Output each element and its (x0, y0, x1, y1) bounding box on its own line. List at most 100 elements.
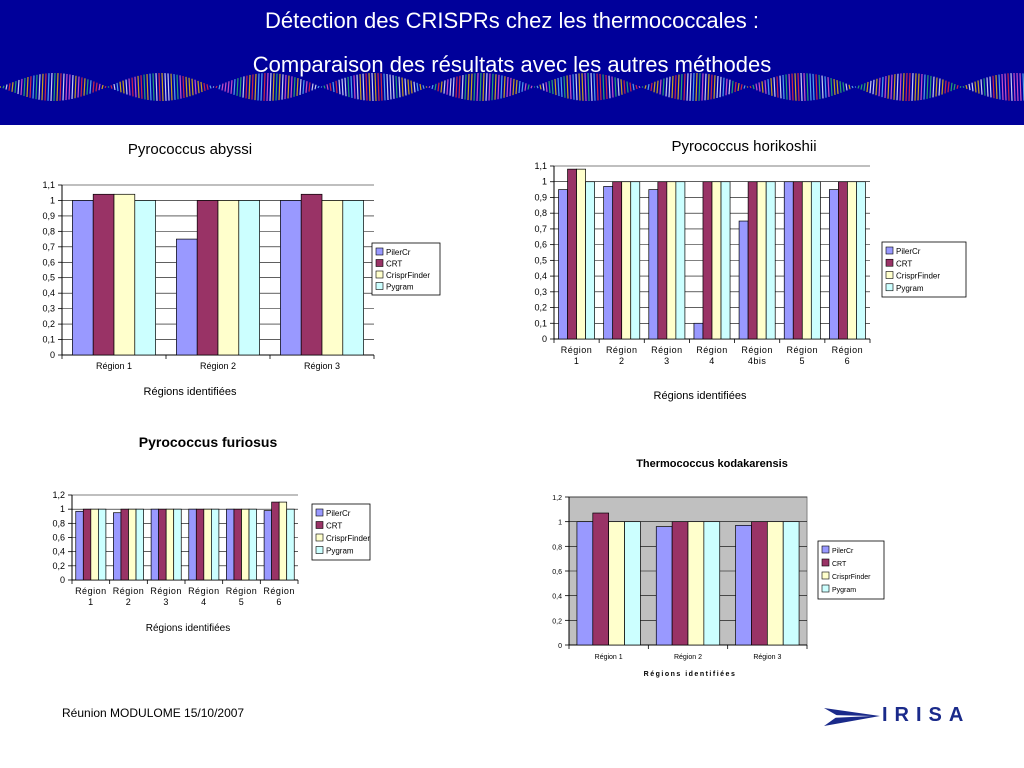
x-tick-label: Région 2 (113, 586, 145, 607)
x-tick-label: Région 3 (304, 361, 340, 371)
bar-crisprfinder (801, 181, 812, 340)
y-tick-label: 0,9 (42, 211, 55, 221)
bar-crt (271, 501, 280, 581)
bar-crisprfinder (608, 521, 625, 646)
bar-crisprfinder (576, 168, 586, 340)
y-tick-label: 0,6 (52, 533, 65, 543)
legend-swatch (885, 271, 894, 279)
legend-label: CRT (386, 260, 402, 269)
y-tick-label: 1,2 (552, 495, 562, 502)
bar-crt (567, 168, 577, 340)
x-tick-label: Région 1 (561, 345, 593, 366)
x-tick-label: Région 6 (832, 345, 864, 366)
bar-crisprfinder (687, 521, 705, 646)
legend-swatch (375, 247, 384, 256)
slide-subtitle: Comparaison des résultats avec les autre… (252, 52, 772, 77)
y-tick-label: 1,2 (52, 490, 65, 500)
y-tick-label: 0,1 (42, 335, 55, 345)
bar-pygram (585, 181, 595, 340)
y-tick-label: 1,1 (42, 180, 55, 190)
y-tick-label: 0,4 (534, 271, 547, 281)
y-tick-label: 0,2 (42, 319, 55, 329)
y-tick-label: 1 (558, 520, 562, 527)
y-tick-label: 0,6 (534, 240, 547, 250)
bar-crisprfinder (217, 200, 240, 356)
y-tick-label: 0,5 (42, 273, 55, 283)
y-tick-label: 0,4 (552, 594, 562, 601)
y-tick-label: 0,3 (534, 287, 547, 297)
x-tick-label: Région 4bis (741, 345, 773, 366)
bar-pilercr (603, 186, 614, 340)
legend-box (881, 241, 967, 298)
y-tick-label: 0,4 (52, 547, 65, 557)
bar-pilercr (693, 322, 704, 340)
bar-crisprfinder (241, 508, 250, 581)
y-tick-label: 0,8 (52, 518, 65, 528)
legend-label: CrisprFinder (386, 271, 430, 280)
x-tick-label: Région 5 (226, 586, 258, 607)
bar-crt (196, 200, 219, 356)
legend-label: PilerCr (386, 248, 411, 257)
bar-pygram (248, 508, 257, 581)
y-tick-label: 0,2 (52, 561, 65, 571)
bar-pygram (173, 508, 182, 581)
x-tick-label: Région 5 (787, 345, 819, 366)
y-tick-label: 0,6 (42, 257, 55, 267)
bar-pilercr (72, 200, 94, 356)
bar-pygram (765, 181, 776, 340)
x-tick-label: Région 3 (753, 654, 781, 661)
chart-pyrococcus-horikoshii: Pyrococcus horikoshii 0 0,1 0,2 0,3 0,4 0,5 0,6… (534, 138, 967, 402)
bar-pilercr (648, 189, 659, 340)
bar-pilercr (558, 189, 568, 340)
bar-crt (751, 521, 768, 646)
bar-pilercr (150, 508, 159, 581)
bar-crt (671, 521, 689, 646)
legend-label: Pygram (386, 283, 414, 292)
legend-swatch (375, 282, 384, 290)
y-tick-label: 0,8 (552, 544, 562, 551)
y-tick-label: 0,1 (534, 318, 547, 328)
dna-decoration (0, 72, 1024, 102)
bar-pygram (720, 181, 731, 340)
legend-swatch (315, 508, 324, 517)
bar-crisprfinder (847, 181, 857, 340)
y-tick-label: 0,9 (534, 192, 547, 202)
bar-pilercr (655, 526, 673, 646)
bar-pygram (703, 521, 721, 646)
bar-crisprfinder (766, 521, 784, 646)
bar-crisprfinder (113, 193, 136, 356)
x-tick-label: Région 1 (75, 586, 107, 607)
legend-label: PilerCr (896, 247, 921, 256)
y-tick-label: 0,4 (42, 288, 55, 298)
y-tick-label: 0 (60, 575, 65, 585)
slide-title: Détection des CRISPRs chez les thermococ… (265, 8, 759, 33)
y-tick-label: 1 (542, 177, 547, 187)
x-axis-label: Régions identifiées (146, 623, 231, 634)
legend-label: CRT (326, 522, 342, 531)
legend-label: PilerCr (832, 548, 854, 555)
bar-crt (657, 181, 668, 340)
bar-crt (300, 193, 323, 356)
bar-crt (792, 181, 803, 340)
legend-box (371, 242, 441, 296)
y-tick-label: 0,2 (534, 303, 547, 313)
legend-swatch (821, 571, 830, 580)
y-tick-label: 0,2 (552, 618, 562, 625)
legend-label: PilerCr (326, 509, 351, 518)
bar-pygram (342, 200, 364, 356)
bar-pygram (782, 521, 800, 646)
bar-pilercr (188, 508, 197, 581)
bar-crisprfinder (128, 508, 137, 581)
bar-pilercr (738, 220, 749, 340)
y-tick-label: 0 (558, 643, 562, 650)
chart-title: Pyrococcus horikoshii (671, 138, 816, 155)
bar-crisprfinder (756, 181, 767, 340)
x-tick-label: Région 2 (200, 361, 236, 371)
chart-pyrococcus-abyssi: Pyrococcus abyssi 0 0,1 0,2 0,3 0,4 0,5 0,6 0,7 0… (42, 141, 441, 398)
y-tick-label: 0,8 (42, 226, 55, 236)
bar-crisprfinder (278, 501, 288, 581)
legend-label: CrisprFinder (832, 574, 871, 581)
chart-pyrococcus-furiosus: Pyrococcus furiosus 0 0,2 0,4 0,6 0,8 1 1,2 Régi… (52, 434, 371, 634)
bar-crisprfinder (90, 508, 99, 581)
bar-crt (612, 181, 623, 340)
